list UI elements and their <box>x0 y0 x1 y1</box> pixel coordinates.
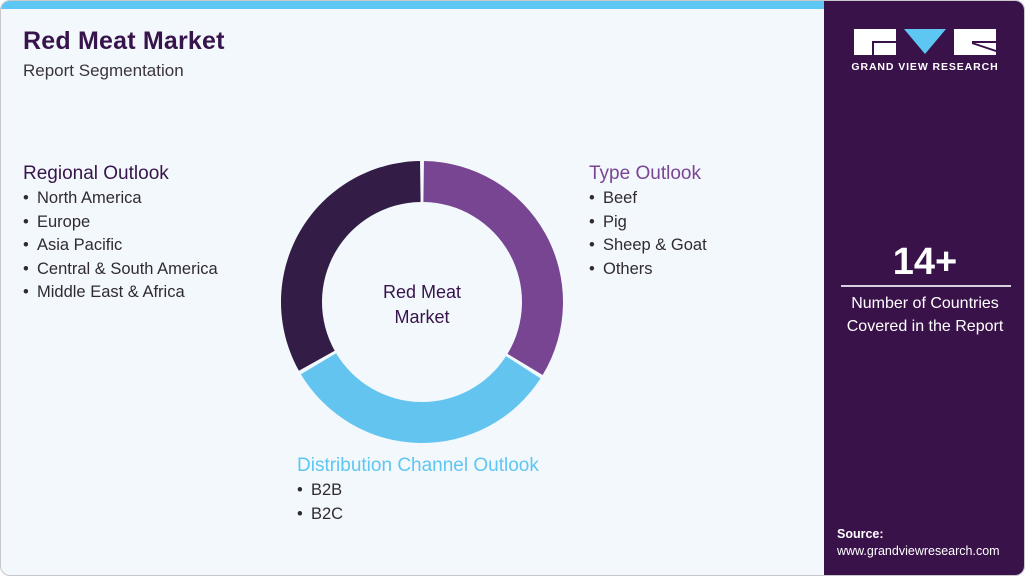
regional-outlook-list: • North America • Europe • Asia Pacific • Ce… <box>23 187 218 305</box>
list-item: • North America <box>23 187 218 211</box>
page-title: Red Meat Market <box>23 27 225 55</box>
bullet-icon: • <box>589 212 595 231</box>
distribution-channel-heading: Distribution Channel Outlook <box>297 455 539 476</box>
bullet-icon: • <box>589 236 595 255</box>
donut-segment <box>281 161 421 371</box>
brand-name: GRAND VIEW RESEARCH <box>851 61 999 73</box>
countries-stat-value: 14+ <box>892 241 958 283</box>
type-outlook-heading: Type Outlook <box>589 163 701 184</box>
top-accent-bar <box>1 1 825 9</box>
donut-segments <box>281 161 563 443</box>
bullet-icon: • <box>23 212 29 231</box>
list-item: • Pig <box>589 211 707 235</box>
bullet-icon: • <box>23 236 29 255</box>
donut-center-label: Red Meat Market <box>382 282 462 327</box>
distribution-channel-outlook-section: Distribution Channel Outlook • B2B • B2C <box>297 455 539 526</box>
list-item: • Central & South America <box>23 258 218 282</box>
list-item: • Middle East & Africa <box>23 281 218 305</box>
list-item: • Beef <box>589 187 707 211</box>
list-item: • Asia Pacific <box>23 234 218 258</box>
list-item: • Sheep & Goat <box>589 234 707 258</box>
bullet-icon: • <box>23 283 29 302</box>
source-link[interactable]: www.grandviewresearch.com <box>837 544 1000 558</box>
bullet-icon: • <box>589 189 595 207</box>
type-outlook-section: Type Outlook • Beef • Pig • Sheep & Goat • O… <box>589 163 707 281</box>
grand-view-research-logo-icon <box>854 29 996 55</box>
bullet-icon: • <box>23 259 29 278</box>
countries-stat-description: Number of Countries Covered in the Repor… <box>846 295 1004 335</box>
bullet-icon: • <box>589 259 595 278</box>
donut-segment <box>300 353 541 443</box>
brand-side-panel <box>824 1 1024 575</box>
stat-divider <box>841 285 1011 287</box>
list-item: • Europe <box>23 211 218 235</box>
bullet-icon: • <box>297 481 303 499</box>
list-item: • B2B <box>297 479 539 503</box>
type-outlook-list: • Beef • Pig • Sheep & Goat • Others <box>589 187 707 281</box>
regional-outlook-section: Regional Outlook • North America • Europe … <box>23 163 218 305</box>
segmentation-donut-chart <box>281 161 563 443</box>
source-label: Source: <box>837 527 884 541</box>
donut-segment <box>423 161 563 376</box>
bullet-icon: • <box>297 504 303 523</box>
page-subtitle: Report Segmentation <box>23 61 184 80</box>
distribution-channel-list: • B2B • B2C <box>297 479 539 526</box>
list-item: • B2C <box>297 503 539 527</box>
list-item: • Others <box>589 258 707 282</box>
regional-outlook-heading: Regional Outlook <box>23 163 169 184</box>
bullet-icon: • <box>23 189 29 207</box>
